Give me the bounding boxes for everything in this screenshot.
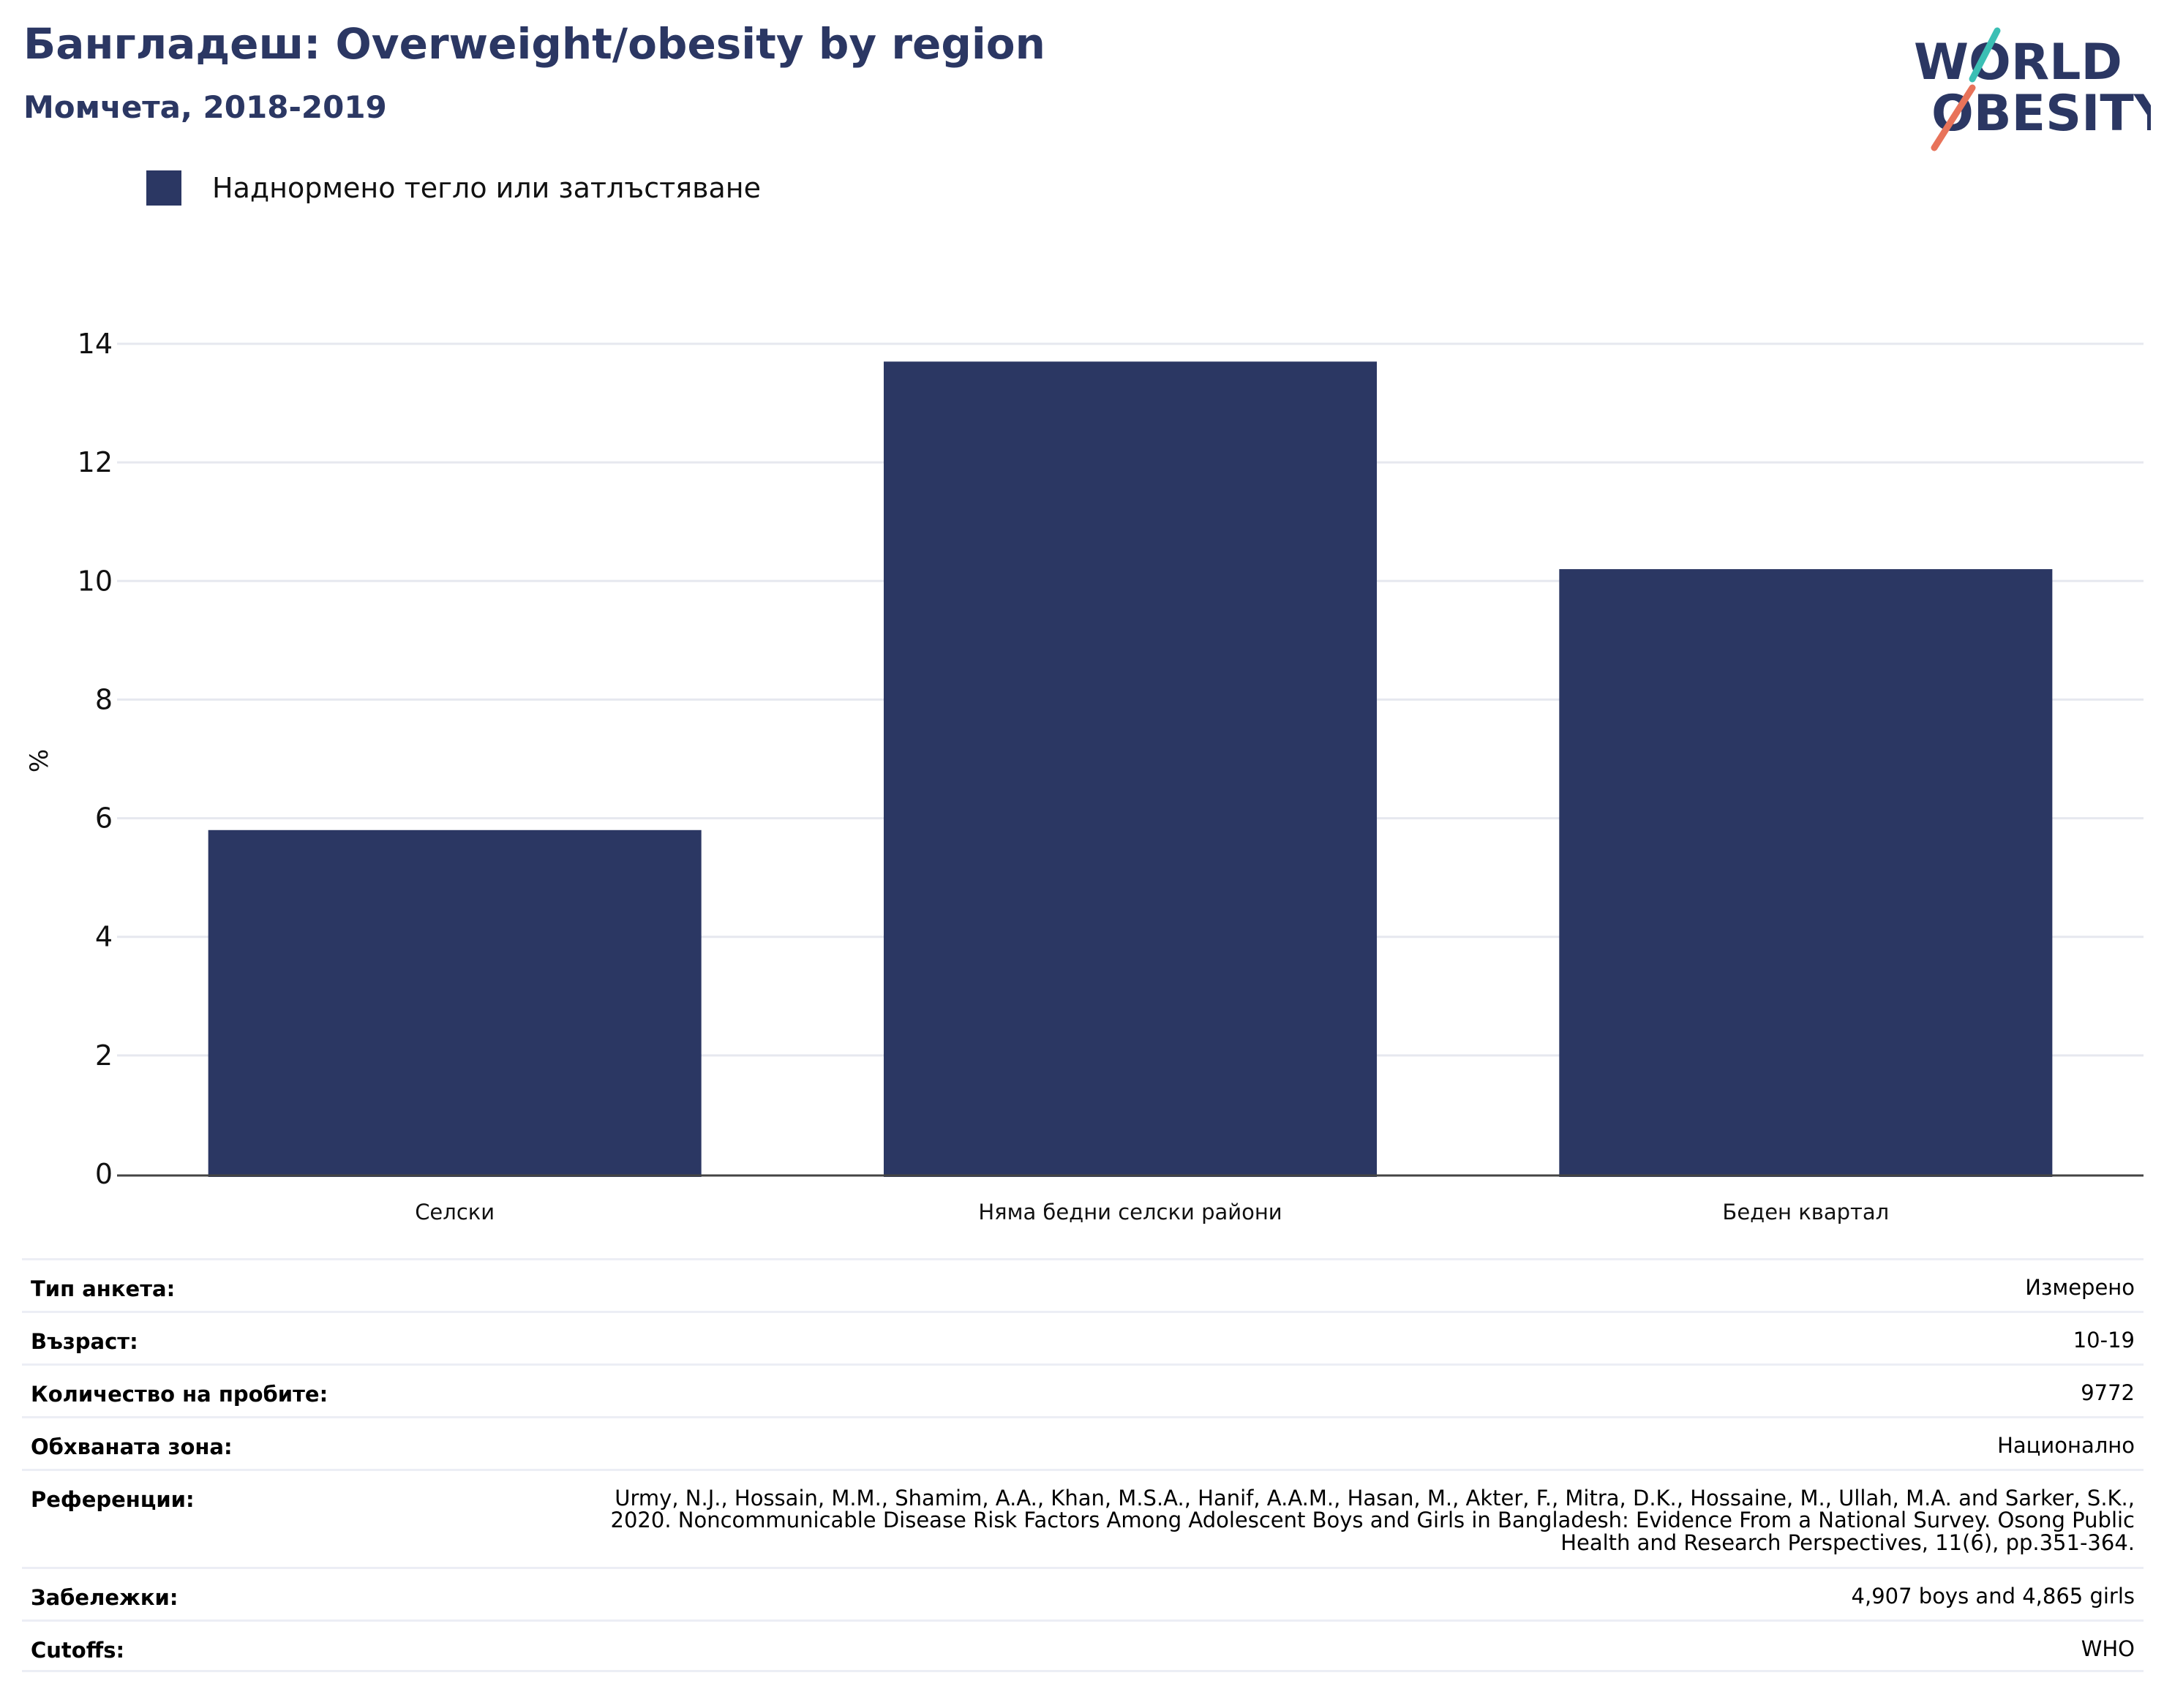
world-obesity-logo: WORLD OBESITY [1914,27,2151,151]
bar [1559,569,2053,1177]
info-label: Възраст: [31,1329,138,1354]
info-row: Възраст: 10-19 [22,1311,2144,1363]
svg-text:OBESITY: OBESITY [1931,85,2151,143]
info-label: Референции: [31,1487,195,1512]
y-tick-label: 14 [78,328,113,360]
info-row: Тип анкета: Измерено [22,1258,2144,1311]
legend-swatch [146,170,181,206]
info-value: Urmy, N.J., Hossain, M.M., Shamim, A.A.,… [610,1486,2135,1555]
legend-label: Наднормено тегло или затлъстяване [212,172,761,204]
x-tick-label: Селски [415,1200,495,1224]
info-value: Измерено [2025,1275,2135,1300]
info-row: Референции: Urmy, N.J., Hossain, M.M., Sh… [22,1469,2144,1567]
info-row: Количество на пробите: 9772 [22,1363,2144,1416]
info-value: 10-19 [2073,1328,2135,1353]
x-tick-label: Беден квартал [1722,1200,1889,1224]
info-label: Тип анкета: [31,1276,176,1301]
info-value: WHO [2081,1636,2135,1661]
y-tick-label: 4 [95,921,113,953]
y-tick-label: 8 [95,683,113,715]
info-value: 4,907 boys and 4,865 girls [1851,1584,2135,1609]
bar [208,829,702,1177]
info-label: Обхваната зона: [31,1434,233,1459]
svg-text:WORLD: WORLD [1914,34,2122,91]
info-row: Забележки: 4,907 boys and 4,865 girls [22,1567,2144,1619]
y-tick-label: 6 [95,802,113,835]
bar [883,361,1378,1177]
info-row: Cutoffs: WHO [22,1619,2144,1672]
y-tick-label: 2 [95,1039,113,1072]
info-label: Cutoffs: [31,1638,125,1663]
y-axis-label: % [25,748,55,773]
info-label: Количество на пробите: [31,1382,328,1407]
info-label: Забележки: [31,1585,179,1610]
y-tick-label: 0 [95,1158,113,1190]
info-row: Обхваната зона: Национално [22,1416,2144,1469]
y-tick-label: 12 [78,446,113,478]
x-tick-label: Няма бедни селски райони [978,1200,1282,1224]
info-value: 9772 [2081,1380,2135,1405]
y-tick-label: 10 [78,565,113,597]
info-table: Тип анкета: Измерено Възраст: 10-19 Количест… [22,1258,2144,1672]
bar-chart: 0 2 4 6 8 10 12 14 Селски Няма бедни селски район… [78,328,2144,1224]
info-value: Национално [1997,1433,2135,1458]
chart-subtitle: Момчета, 2018-2019 [23,89,387,125]
legend: Наднормено тегло или затлъстяване [146,170,761,206]
chart-title: Бангладеш: Overweight/obesity by region [23,19,1045,69]
